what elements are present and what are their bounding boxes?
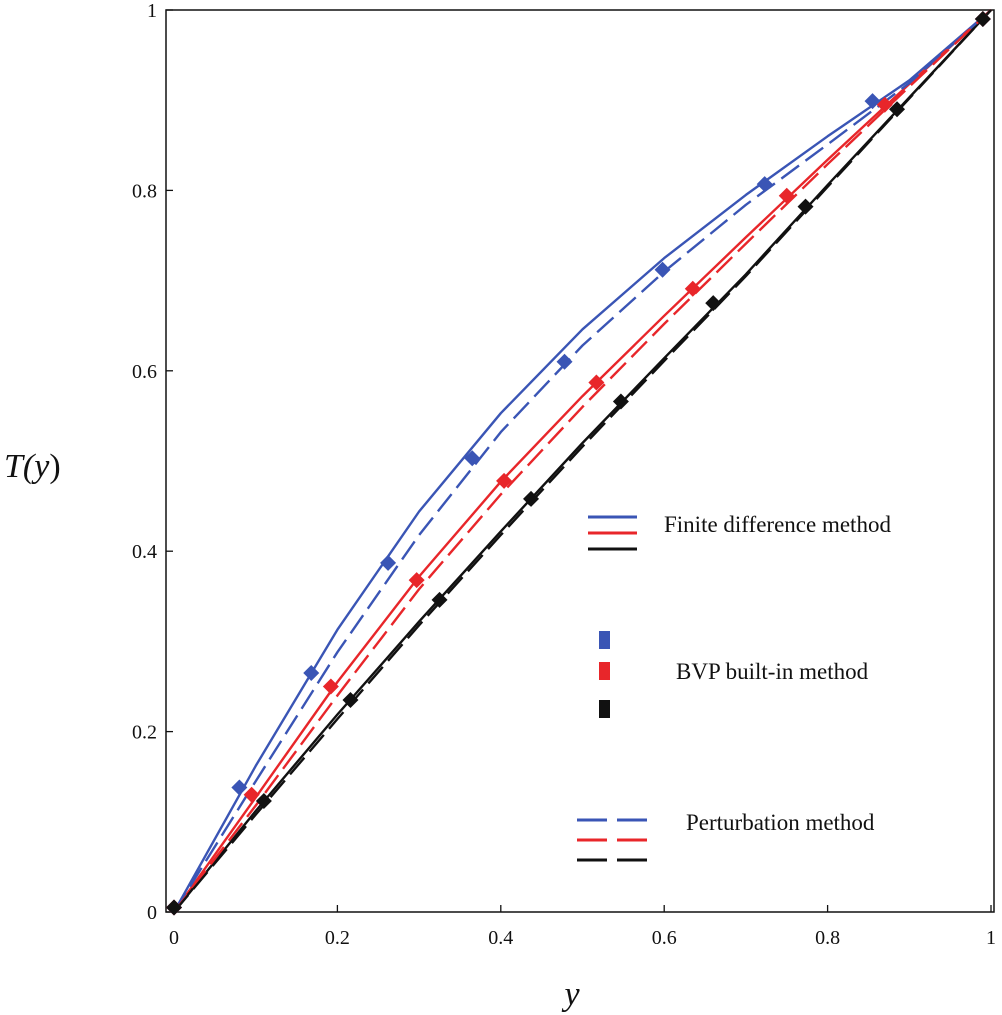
x-tick-label: 0.8 (815, 927, 840, 949)
y-tick-label: 0.2 (132, 722, 157, 744)
marker-bvp-built-in-red (588, 374, 605, 391)
y-tick-label: 0.4 (132, 541, 157, 563)
marker-bvp-built-in-black (974, 11, 991, 28)
x-tick-label: 0 (169, 927, 179, 949)
marker-bvp-built-in-red (322, 678, 339, 695)
marker-bvp-built-in-red (243, 786, 260, 803)
legend-entry-perturbation: Perturbation method (577, 810, 875, 862)
marker-layer (166, 11, 991, 916)
marker-bvp-built-in-black (431, 591, 448, 608)
x-axis-label: y (561, 976, 580, 1013)
y-tick-label: 0.8 (132, 180, 157, 202)
marker-bvp-built-in-black (797, 198, 814, 215)
x-tick-label: 0.2 (325, 927, 350, 949)
y-tick-label: 0 (147, 902, 157, 924)
marker-bvp-built-in-blue (864, 93, 881, 110)
y-axis-label: T(y) (4, 448, 61, 485)
y-axis-label-var: y (31, 448, 50, 485)
legend: Finite difference method BVP built-in me… (577, 512, 891, 862)
marker-bvp-built-in-black (889, 101, 906, 118)
marker-bvp-built-in-black (705, 295, 722, 312)
y-axis-label-prefix: T( (4, 448, 37, 485)
legend-label-finite-difference: Finite difference method (664, 512, 891, 537)
marker-bvp-built-in-black (342, 692, 359, 709)
marker-bvp-built-in-blue (556, 353, 573, 370)
marker-bvp-built-in-red (408, 572, 425, 589)
marker-bvp-built-in-red (684, 280, 701, 297)
marker-bvp-built-in-black (255, 793, 272, 810)
x-tick-label: 0.6 (652, 927, 677, 949)
series-line-perturbation-red (173, 9, 992, 913)
legend-label-bvp: BVP built-in method (676, 659, 869, 684)
marker-bvp-built-in-blue (231, 779, 248, 796)
legend-swatch-bvp-blue (599, 631, 610, 649)
marker-bvp-built-in-red (778, 187, 795, 204)
series-line-perturbation-blue (172, 9, 992, 913)
legend-swatch-bvp-black (599, 700, 610, 718)
marker-bvp-built-in-black (612, 393, 629, 410)
series-line-finite-difference-blue (172, 9, 992, 913)
marker-bvp-built-in-blue (756, 176, 773, 193)
series-line-finite-difference-red (173, 9, 992, 913)
x-tick-label: 0.4 (488, 927, 513, 949)
marker-bvp-built-in-blue (380, 554, 397, 571)
marker-bvp-built-in-blue (464, 450, 481, 467)
y-tick-label: 0.6 (132, 361, 157, 383)
series-layer (172, 9, 992, 913)
axis-ticks: 0 0.2 0.4 0.6 0.8 1 0 0.2 0.4 0.6 0.8 1 (132, 0, 996, 949)
x-tick-label: 1 (986, 927, 996, 949)
y-tick-label: 1 (147, 0, 157, 22)
legend-entry-finite-difference: Finite difference method (588, 512, 891, 551)
marker-bvp-built-in-red (876, 96, 893, 113)
series-line-perturbation-black (173, 9, 992, 913)
series-line-finite-difference-black (173, 9, 992, 913)
legend-entry-bvp: BVP built-in method (599, 631, 869, 718)
y-axis-label-suffix: ) (49, 448, 60, 485)
legend-swatch-bvp-red (599, 662, 610, 680)
plot-frame (165, 9, 995, 913)
marker-bvp-built-in-red (496, 472, 513, 489)
marker-bvp-built-in-blue (654, 261, 671, 278)
legend-label-perturbation: Perturbation method (686, 810, 875, 835)
marker-bvp-built-in-black (523, 490, 540, 507)
marker-bvp-built-in-blue (303, 664, 320, 681)
marker-bvp-built-in-black (166, 899, 182, 916)
